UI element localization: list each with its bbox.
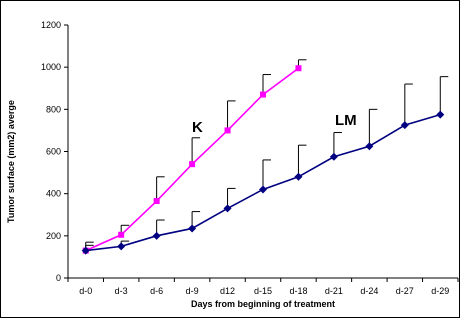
data-point-lm [81,246,90,255]
data-point-k [224,127,231,134]
error-bars [85,59,449,251]
y-tick-labels: 0 200 400 600 800 1000 1200 [41,20,61,283]
x-tick-label: d-24 [360,286,378,296]
y-tick-label: 400 [46,189,61,199]
data-point-k [189,161,196,168]
x-tick-label: d-9 [186,286,199,296]
data-point-k [153,198,160,205]
y-tick-label: 0 [56,273,61,283]
data-point-lm [329,152,338,161]
data-point-lm [294,172,303,181]
x-tick-label: d-15 [254,286,272,296]
x-tick-labels: d-0 d-3 d-6 d-9 d12 d-15 d-18 d-21 d-24 d-27 d-29 [79,286,449,296]
data-point-lm [223,204,232,213]
data-point-k [118,231,125,238]
data-point-k [295,65,302,72]
x-tick-label: d-18 [289,286,307,296]
data-point-lm [117,242,126,251]
x-tick-label: d-0 [79,286,92,296]
data-point-lm [188,224,197,233]
x-tick-label: d-21 [325,286,343,296]
x-tick-label: d12 [220,286,235,296]
series-label-lm: LM [335,112,357,129]
series-markers [81,65,445,255]
data-point-lm [152,231,161,240]
series-label-k: K [192,119,203,136]
y-tick-label: 800 [46,104,61,114]
data-point-lm [436,110,445,119]
y-axis-title: Tumor surface (mm2) averge [6,100,16,223]
y-tick-label: 1200 [41,20,61,30]
data-point-lm [365,142,374,151]
data-point-lm [400,121,409,130]
x-tick-label: d-3 [115,286,128,296]
x-tick-label: d-27 [396,286,414,296]
x-tick-label: d-29 [431,286,449,296]
y-tick-label: 600 [46,147,61,157]
x-tick-label: d-6 [150,286,163,296]
axes [64,24,459,282]
x-axis-title: Days from beginning of treatment [191,299,335,309]
data-point-k [260,91,266,98]
y-tick-label: 200 [46,231,61,241]
y-tick-label: 1000 [41,62,61,72]
data-point-lm [259,185,267,194]
